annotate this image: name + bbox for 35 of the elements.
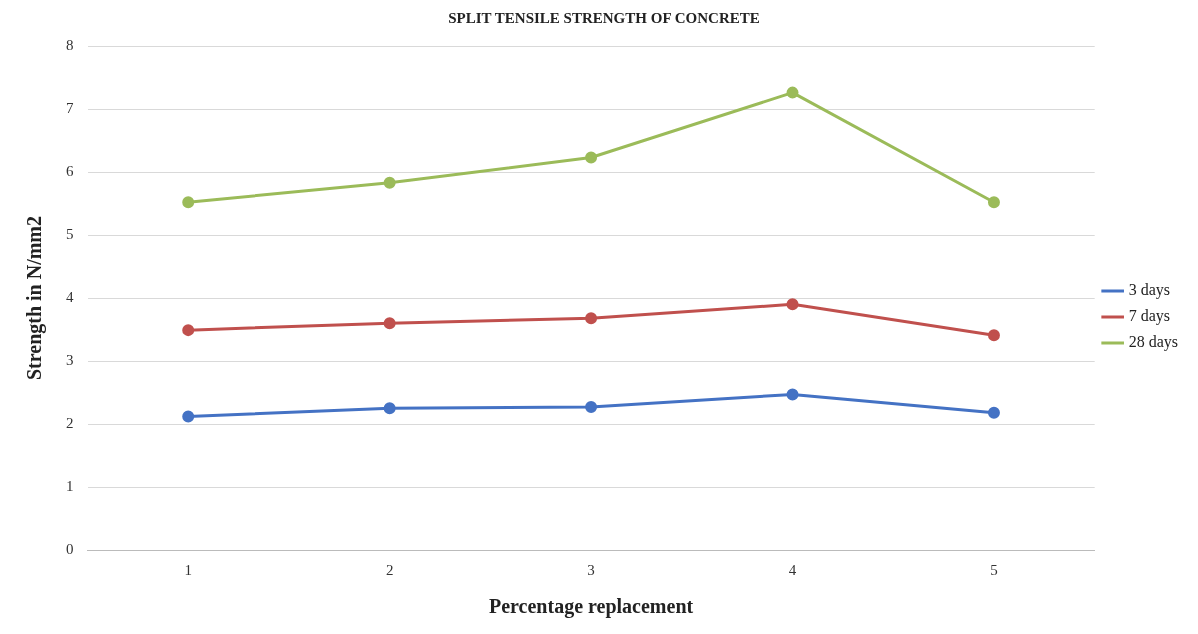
y-axis-title: Strength in N/mm2: [23, 215, 47, 381]
y-tick-label: 5: [66, 225, 74, 242]
point: [585, 151, 598, 164]
point: [786, 86, 799, 99]
point: [987, 196, 1000, 209]
point: [383, 176, 396, 189]
y-tick-label: 4: [66, 288, 74, 305]
y-tick-label: 7: [66, 99, 74, 116]
point: [786, 298, 799, 311]
point: [182, 410, 195, 423]
point: [987, 406, 1000, 419]
chart-title: SPLIT TENSILE STRENGTH OF CONCRETE: [448, 9, 760, 26]
y-tick-label: 3: [66, 351, 74, 368]
legend-label: 3 days: [1128, 281, 1170, 300]
x-tick-label: 4: [788, 561, 797, 578]
point: [786, 388, 799, 401]
legend-label: 7 days: [1128, 307, 1170, 326]
x-tick-label: 1: [184, 561, 192, 578]
y-tick-label: 6: [66, 162, 74, 179]
y-tick-label: 2: [66, 414, 74, 431]
point: [987, 329, 1000, 342]
point: [585, 400, 598, 413]
x-tick-label: 3: [587, 561, 595, 578]
y-tick-label: 1: [66, 477, 74, 494]
x-axis-title: Percentage replacement: [489, 595, 694, 619]
point: [182, 196, 195, 209]
point: [585, 312, 598, 325]
point: [383, 402, 396, 415]
x-tick-label: 5: [990, 561, 998, 578]
x-tick-label: 2: [385, 561, 394, 578]
legend-label: 28 days: [1128, 333, 1178, 352]
point: [383, 317, 396, 330]
y-tick-label: 8: [66, 36, 74, 53]
y-tick-label: 0: [66, 540, 74, 557]
point: [182, 324, 195, 337]
